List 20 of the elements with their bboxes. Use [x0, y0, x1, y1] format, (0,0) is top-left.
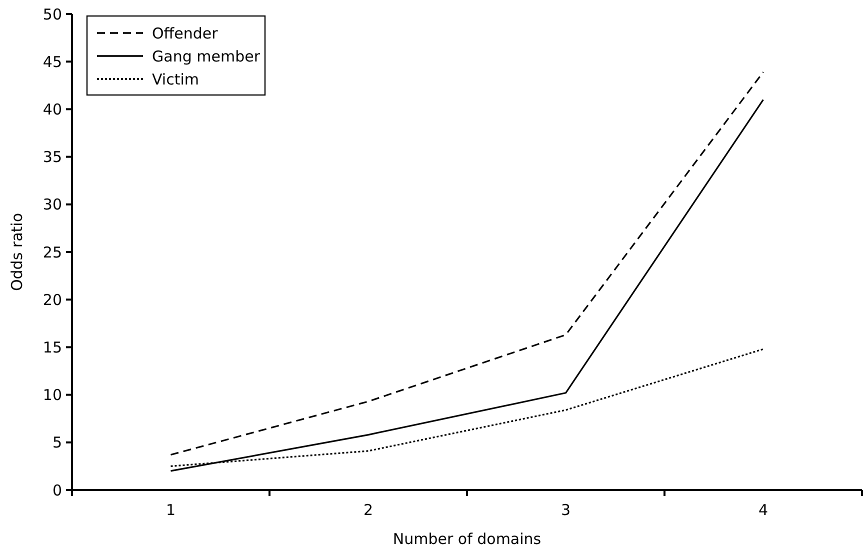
x-tick-label: 4 — [758, 501, 768, 519]
y-tick-label: 0 — [52, 481, 62, 500]
y-tick-label: 20 — [42, 290, 62, 309]
x-tick-label: 2 — [363, 501, 374, 519]
y-axis-title: Odds ratio — [8, 212, 26, 292]
legend-label: Offender — [152, 24, 219, 42]
x-axis-title: Number of domains — [392, 530, 542, 548]
legend-label: Gang member — [152, 47, 261, 66]
y-tick-label: 35 — [42, 148, 62, 166]
y-tick-label: 30 — [42, 196, 62, 214]
y-tick-label: 15 — [42, 338, 62, 356]
y-tick-label: 25 — [42, 243, 62, 262]
y-tick-label: 5 — [52, 434, 62, 452]
x-tick-label: 1 — [166, 501, 176, 519]
y-tick-label: 40 — [42, 100, 62, 118]
y-tick-label: 45 — [42, 52, 62, 71]
y-tick-label: 10 — [42, 386, 62, 404]
legend-label: Victim — [152, 70, 200, 88]
x-tick-label: 3 — [560, 501, 571, 519]
y-tick-label: 50 — [42, 5, 62, 24]
